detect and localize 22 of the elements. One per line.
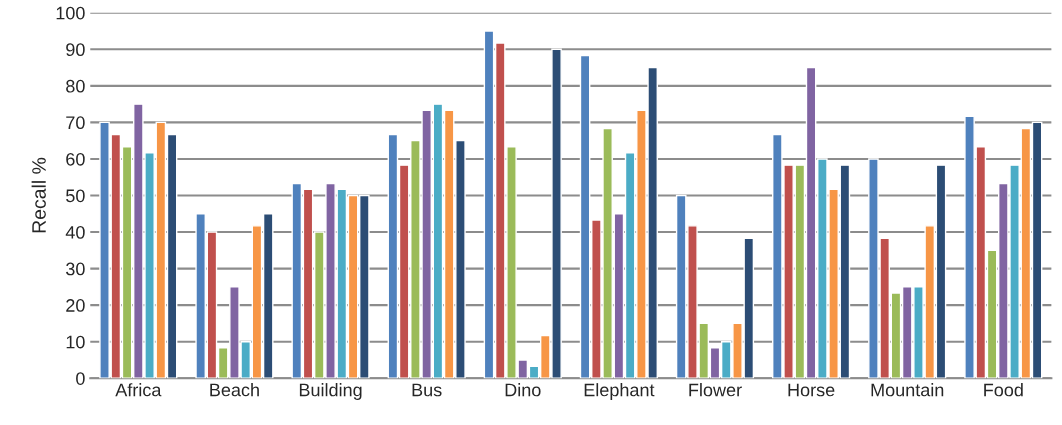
x-tick-label: Bus bbox=[412, 383, 442, 397]
y-tick-label: 80 bbox=[66, 79, 85, 93]
x-tick-label: Horse bbox=[788, 383, 835, 397]
x-tick-label: Beach bbox=[210, 383, 259, 397]
y-tick-label: 50 bbox=[66, 189, 85, 203]
y-tick-label: 40 bbox=[65, 225, 85, 239]
x-tick-label: Mountain bbox=[871, 383, 944, 397]
x-tick-label: Building bbox=[299, 383, 362, 400]
y-tick-label: 30 bbox=[66, 262, 85, 276]
x-tick-label: Africa bbox=[115, 383, 162, 397]
y-tick-label: 70 bbox=[66, 116, 85, 130]
y-tick-label: 100 bbox=[56, 6, 85, 20]
y-tick-label: 90 bbox=[66, 43, 85, 57]
x-tick-label: Dino bbox=[505, 383, 541, 397]
y-tick-label: 60 bbox=[66, 152, 85, 166]
x-tick-label: Flower bbox=[689, 383, 742, 397]
y-tick-label: 20 bbox=[66, 299, 85, 312]
y-tick-label: 0 bbox=[76, 372, 85, 385]
x-tick-label: Elephant bbox=[584, 383, 655, 400]
y-axis-title: Recall % bbox=[31, 157, 46, 233]
y-tick-label: 10 bbox=[66, 335, 85, 349]
x-tick-label: Food bbox=[984, 383, 1023, 397]
